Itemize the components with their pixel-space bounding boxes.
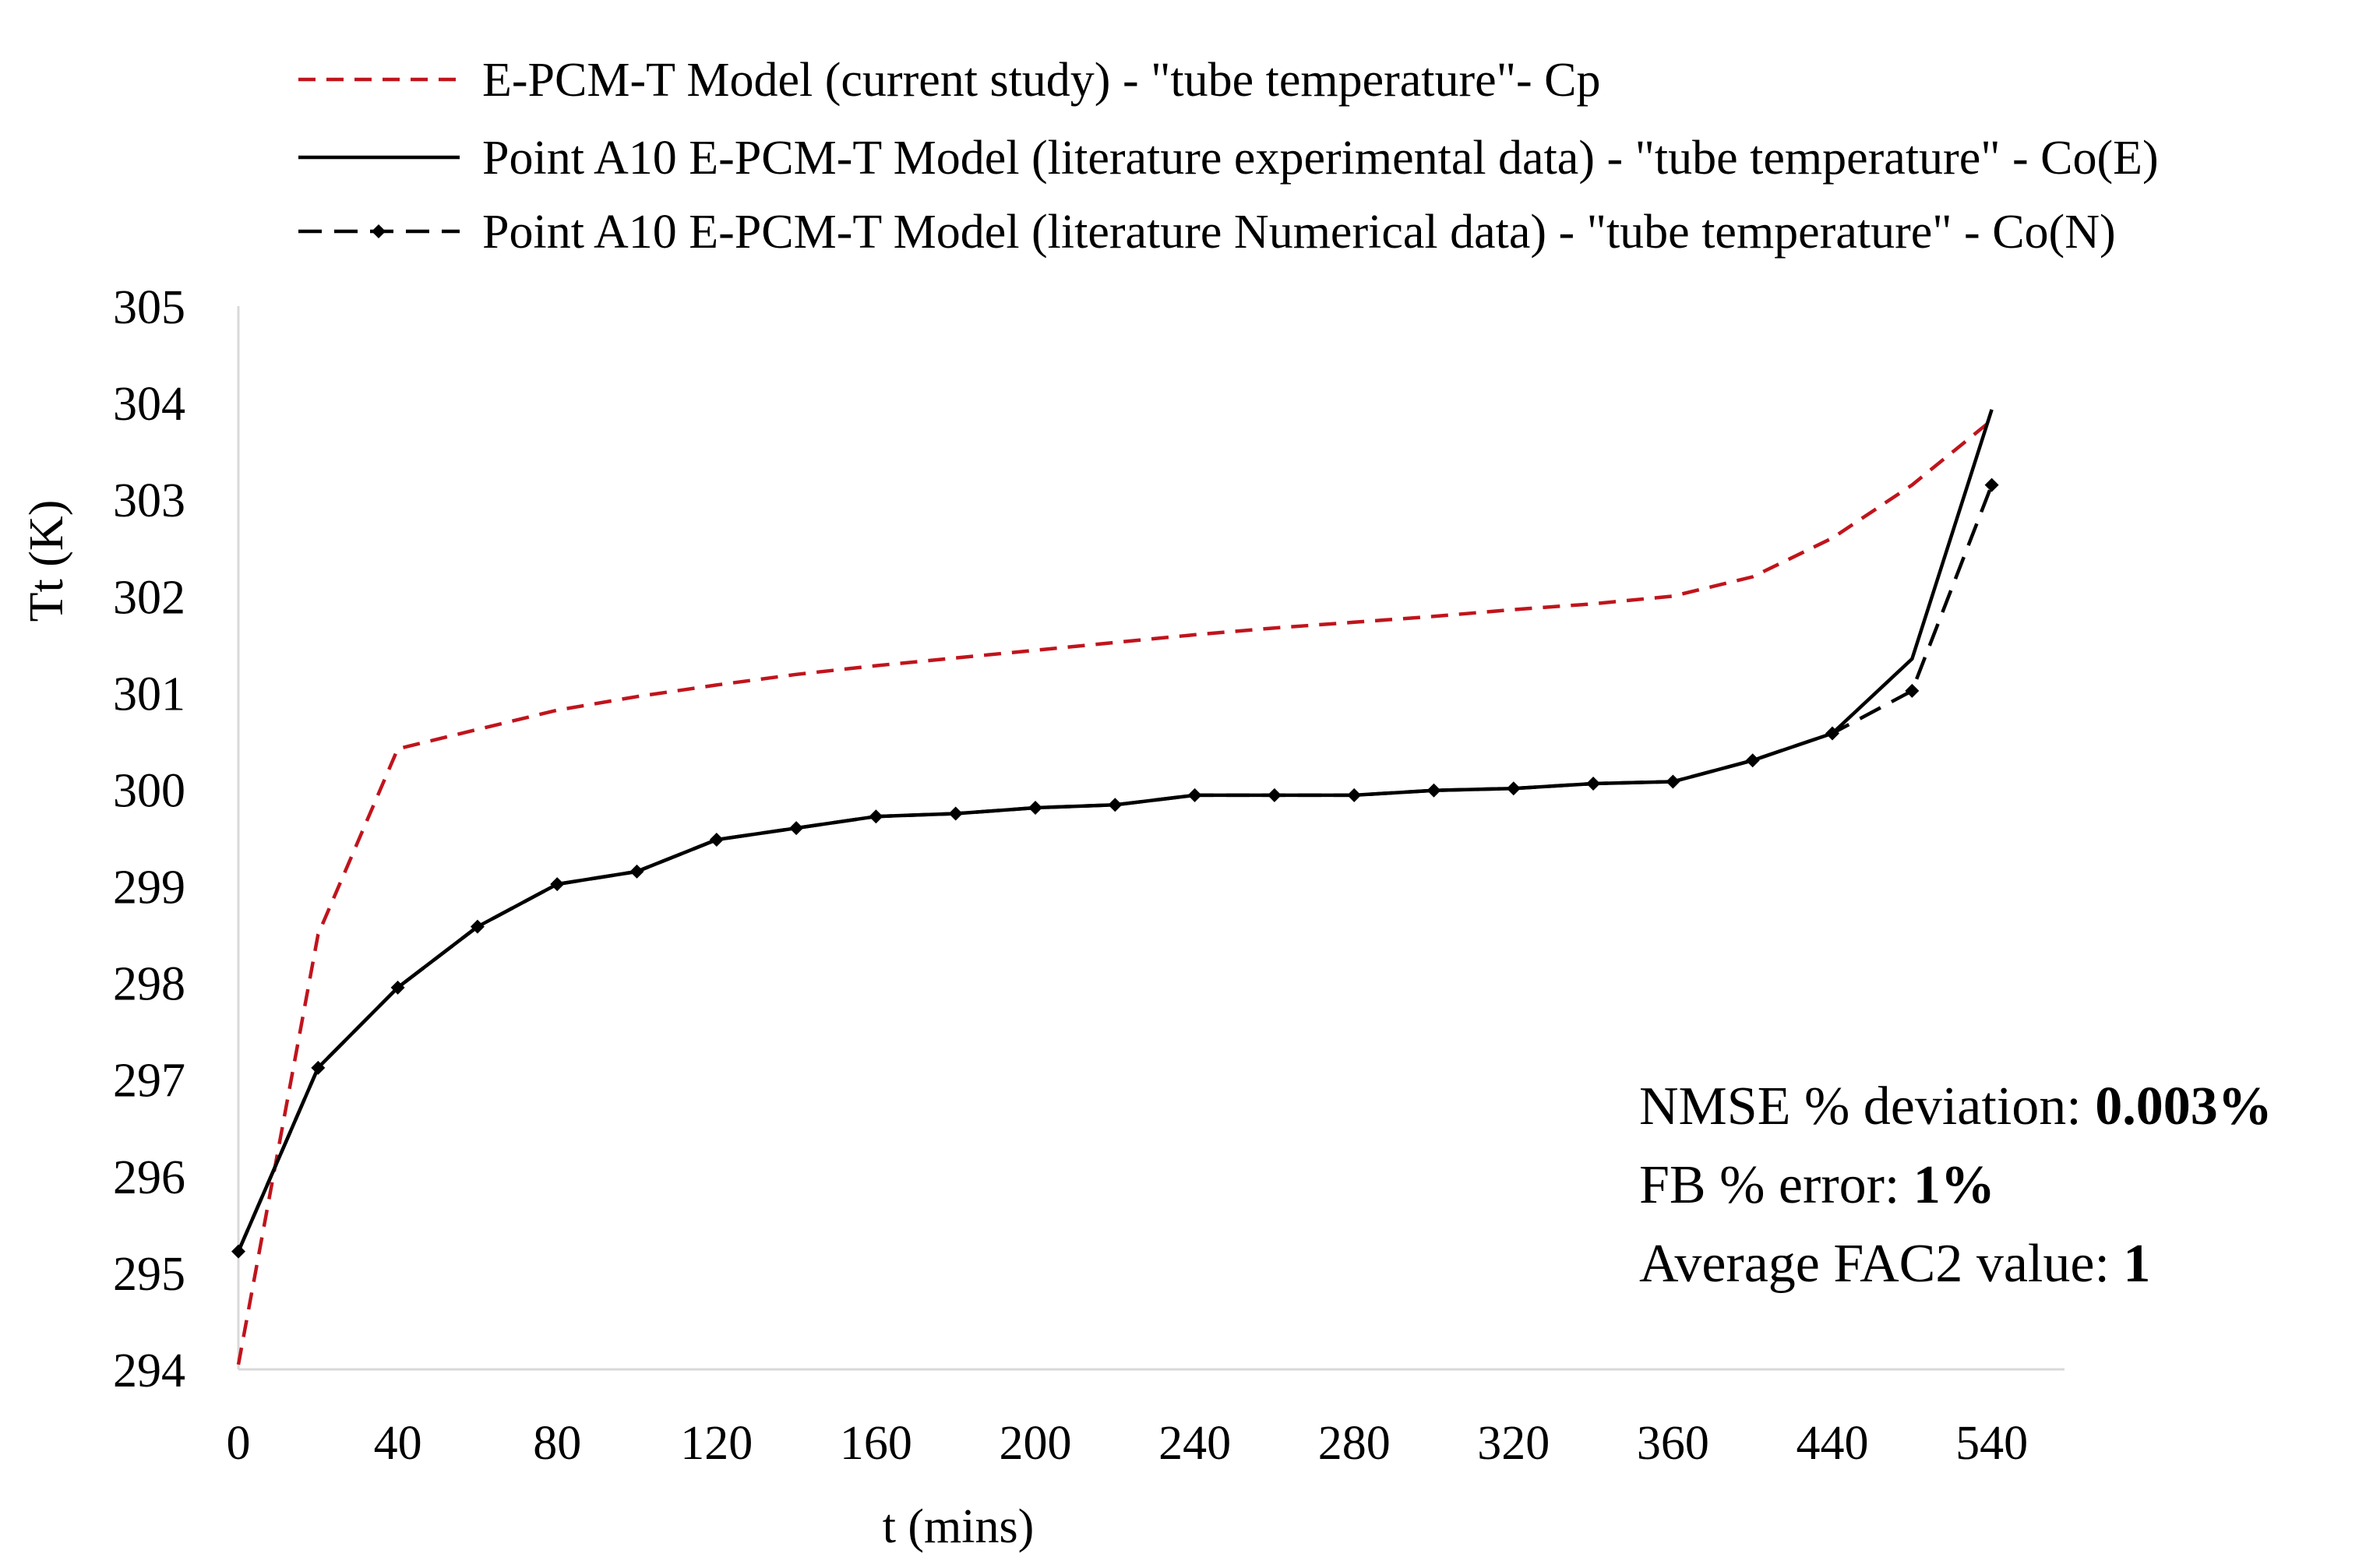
data-point-marker — [1825, 726, 1839, 741]
data-point-marker — [629, 864, 644, 879]
data-point-marker — [1347, 788, 1362, 802]
x-tick-label: 360 — [1637, 1417, 1709, 1470]
y-tick-label: 305 — [113, 281, 185, 334]
y-tick-label: 299 — [113, 862, 185, 914]
x-tick-label: 0 — [227, 1417, 251, 1470]
legend-label-2: Point A10 E-PCM-T Model (literature expe… — [482, 132, 2159, 185]
fb-label: FB % error: — [1639, 1155, 1913, 1215]
data-point-marker — [390, 980, 405, 995]
y-tick-label: 301 — [113, 668, 185, 721]
y-tick-label: 302 — [113, 571, 185, 624]
data-point-marker — [789, 821, 804, 836]
legend-label-1: E-PCM-T Model (current study) - "tube te… — [482, 54, 1601, 107]
x-axis-title: t (mins) — [883, 1500, 1035, 1553]
data-point-marker — [1426, 783, 1441, 798]
x-tick-label: 240 — [1158, 1417, 1231, 1470]
x-tick-label: 200 — [1000, 1417, 1072, 1470]
data-point-marker — [1187, 788, 1202, 802]
x-tick-label: 280 — [1318, 1417, 1391, 1470]
legend-label-3: Point A10 E-PCM-T Model (literature Nume… — [482, 206, 2116, 259]
fac2-line: Average FAC2 value: 1 — [1639, 1224, 2273, 1303]
fb-value: 1% — [1913, 1155, 1995, 1215]
y-tick-label: 303 — [113, 474, 185, 527]
data-point-marker — [1984, 477, 1999, 492]
data-point-marker — [1666, 774, 1680, 789]
data-point-marker — [1586, 777, 1601, 791]
x-tick-label: 440 — [1797, 1417, 1869, 1470]
data-point-marker — [231, 1244, 245, 1259]
nmse-value: 0.003% — [2095, 1076, 2273, 1136]
data-point-marker — [311, 1060, 326, 1075]
x-tick-label: 120 — [680, 1417, 753, 1470]
data-point-marker — [1745, 753, 1760, 768]
y-tick-label: 298 — [113, 958, 185, 1011]
x-tick-label: 40 — [374, 1417, 422, 1470]
y-axis-title: Tt (K) — [20, 500, 73, 622]
y-tick-label: 295 — [113, 1248, 185, 1301]
series-layer — [231, 409, 1999, 1365]
x-tick-label: 540 — [1955, 1417, 2028, 1470]
stats-annotation: NMSE % deviation: 0.003% FB % error: 1% … — [1639, 1067, 2273, 1303]
data-point-marker — [869, 809, 883, 824]
data-point-marker — [1905, 683, 1920, 698]
y-tick-label: 300 — [113, 764, 185, 817]
fac2-value: 1 — [2123, 1234, 2151, 1294]
data-point-marker — [470, 919, 485, 934]
x-tick-label: 160 — [840, 1417, 912, 1470]
x-tick-label: 320 — [1477, 1417, 1550, 1470]
data-point-marker — [709, 832, 724, 847]
y-tick-label: 297 — [113, 1055, 185, 1108]
fac2-label: Average FAC2 value: — [1639, 1234, 2124, 1294]
nmse-line: NMSE % deviation: 0.003% — [1639, 1067, 2273, 1146]
legend-marker — [372, 224, 386, 238]
y-axis: 294 295 296 297 298 299 300 301 302 303 304 305 — [113, 281, 240, 1397]
fb-line: FB % error: 1% — [1639, 1146, 2273, 1224]
data-point-marker — [948, 806, 963, 821]
legend: E-PCM-T Model (current study) - "tube te… — [298, 54, 2159, 259]
y-tick-label: 294 — [113, 1344, 185, 1397]
data-point-marker — [1267, 788, 1282, 802]
y-tick-label: 296 — [113, 1151, 185, 1204]
data-point-marker — [1028, 801, 1042, 816]
x-tick-label: 80 — [533, 1417, 581, 1470]
data-point-marker — [1108, 798, 1123, 812]
data-point-marker — [550, 877, 565, 892]
nmse-label: NMSE % deviation: — [1639, 1076, 2096, 1136]
y-tick-label: 304 — [113, 378, 185, 431]
data-point-marker — [1506, 781, 1521, 796]
x-axis: 0 40 80 120 160 200 240 280 320 360 440 540 — [227, 1368, 2065, 1470]
